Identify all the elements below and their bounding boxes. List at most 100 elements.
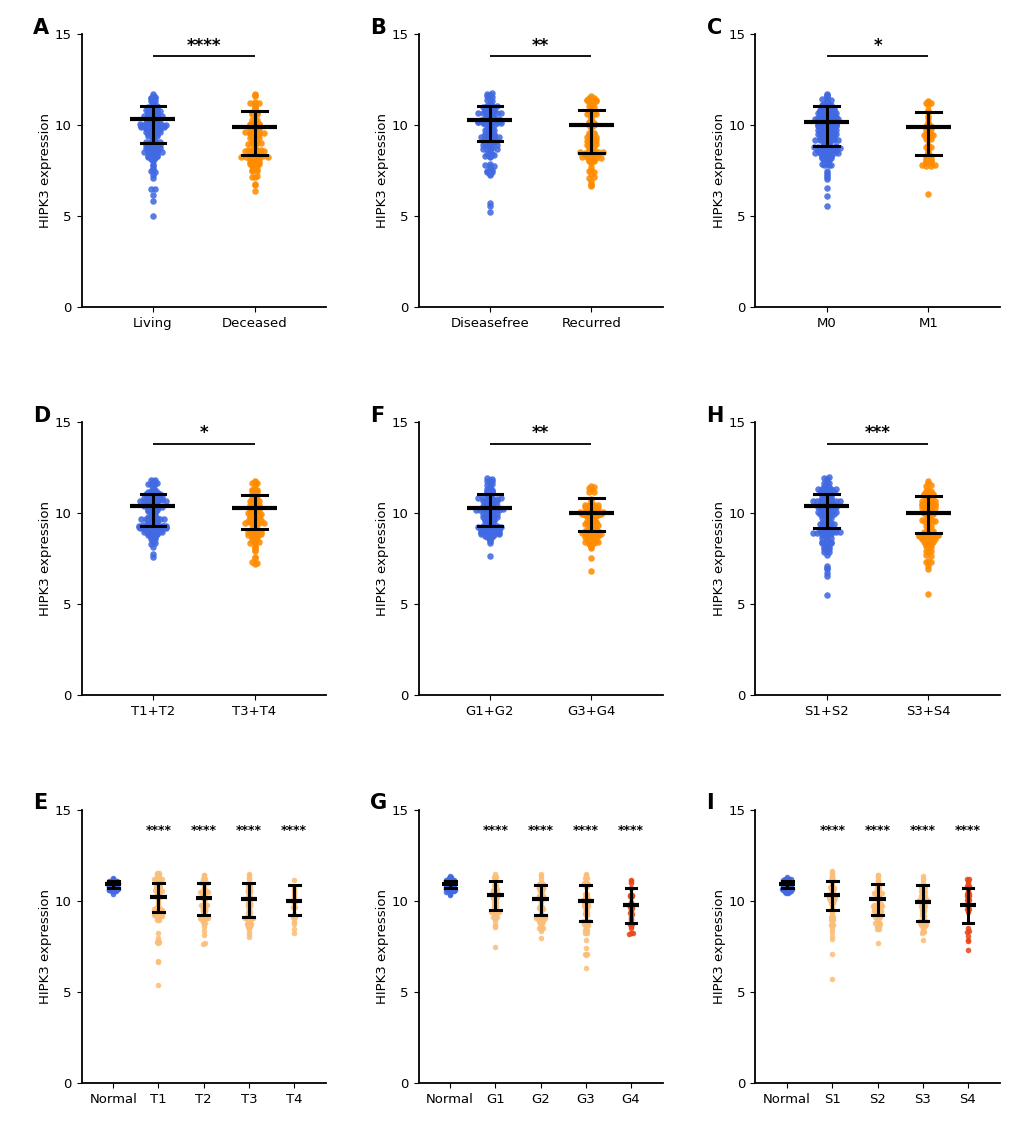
Point [783, 873, 799, 891]
Text: ****: **** [235, 824, 262, 837]
Point [145, 116, 161, 135]
Point [147, 116, 163, 135]
Point [143, 511, 159, 529]
Point [483, 483, 499, 502]
Point [583, 499, 599, 518]
Point [919, 128, 935, 146]
Point [247, 158, 263, 177]
Point [249, 528, 265, 546]
Point [152, 117, 168, 136]
Point [479, 87, 495, 105]
Point [244, 490, 260, 508]
Point [251, 500, 267, 519]
Point [479, 99, 495, 117]
Point [578, 921, 594, 939]
Point [200, 882, 216, 901]
Point [581, 503, 597, 521]
Point [826, 888, 843, 906]
Point [958, 870, 974, 888]
Point [590, 523, 606, 542]
Point [242, 124, 258, 142]
Point [149, 933, 165, 951]
Point [820, 123, 837, 141]
Point [583, 529, 599, 547]
Point [820, 488, 837, 506]
Point [102, 873, 118, 891]
Point [439, 878, 455, 896]
Point [583, 478, 599, 496]
Point [921, 490, 937, 508]
Point [145, 526, 161, 544]
Point [240, 899, 257, 918]
Point [773, 874, 790, 893]
Point [958, 891, 974, 910]
Point [808, 108, 824, 127]
Point [149, 147, 165, 165]
Point [822, 510, 839, 528]
Point [105, 877, 121, 895]
Point [145, 124, 161, 142]
Point [576, 876, 592, 894]
Point [532, 866, 548, 885]
Point [815, 477, 832, 495]
Point [867, 877, 883, 895]
Point [913, 899, 929, 918]
Point [104, 876, 120, 894]
Point [820, 128, 837, 146]
Point [244, 511, 260, 529]
Point [138, 518, 154, 536]
Point [149, 873, 165, 891]
Point [481, 124, 497, 142]
Point [914, 888, 930, 906]
Point [577, 917, 593, 935]
Point [577, 899, 593, 918]
Point [147, 475, 163, 494]
Point [145, 147, 161, 165]
Point [483, 139, 499, 157]
Point [444, 881, 461, 899]
Point [919, 113, 935, 131]
Point [583, 535, 599, 553]
Point [822, 124, 839, 142]
Point [481, 479, 497, 497]
Point [820, 117, 837, 136]
Point [145, 491, 161, 510]
Point [820, 499, 837, 518]
Point [914, 913, 930, 931]
Point [481, 513, 497, 531]
Point [578, 136, 594, 154]
Point [915, 504, 931, 522]
Point [921, 535, 937, 553]
Point [826, 115, 843, 133]
Point [488, 112, 504, 130]
Point [244, 520, 260, 538]
Point [924, 484, 941, 503]
Point [153, 904, 169, 922]
Point [534, 899, 550, 918]
Point [585, 132, 601, 150]
Point [783, 870, 799, 888]
Point [577, 896, 593, 914]
Point [917, 914, 933, 933]
Point [486, 511, 502, 529]
Point [150, 868, 166, 886]
Point [138, 490, 154, 508]
Point [148, 898, 164, 917]
Point [244, 104, 260, 122]
Point [140, 522, 156, 540]
Point [590, 522, 606, 540]
Point [581, 526, 597, 544]
Point [149, 864, 165, 882]
Point [583, 90, 599, 108]
Point [443, 878, 460, 896]
Point [249, 160, 265, 178]
Point [474, 489, 490, 507]
Point [817, 166, 834, 185]
Point [196, 921, 212, 939]
Point [479, 91, 495, 109]
Point [487, 878, 503, 896]
Point [239, 909, 256, 927]
Point [488, 104, 504, 122]
Point [140, 523, 156, 542]
Point [104, 876, 120, 894]
